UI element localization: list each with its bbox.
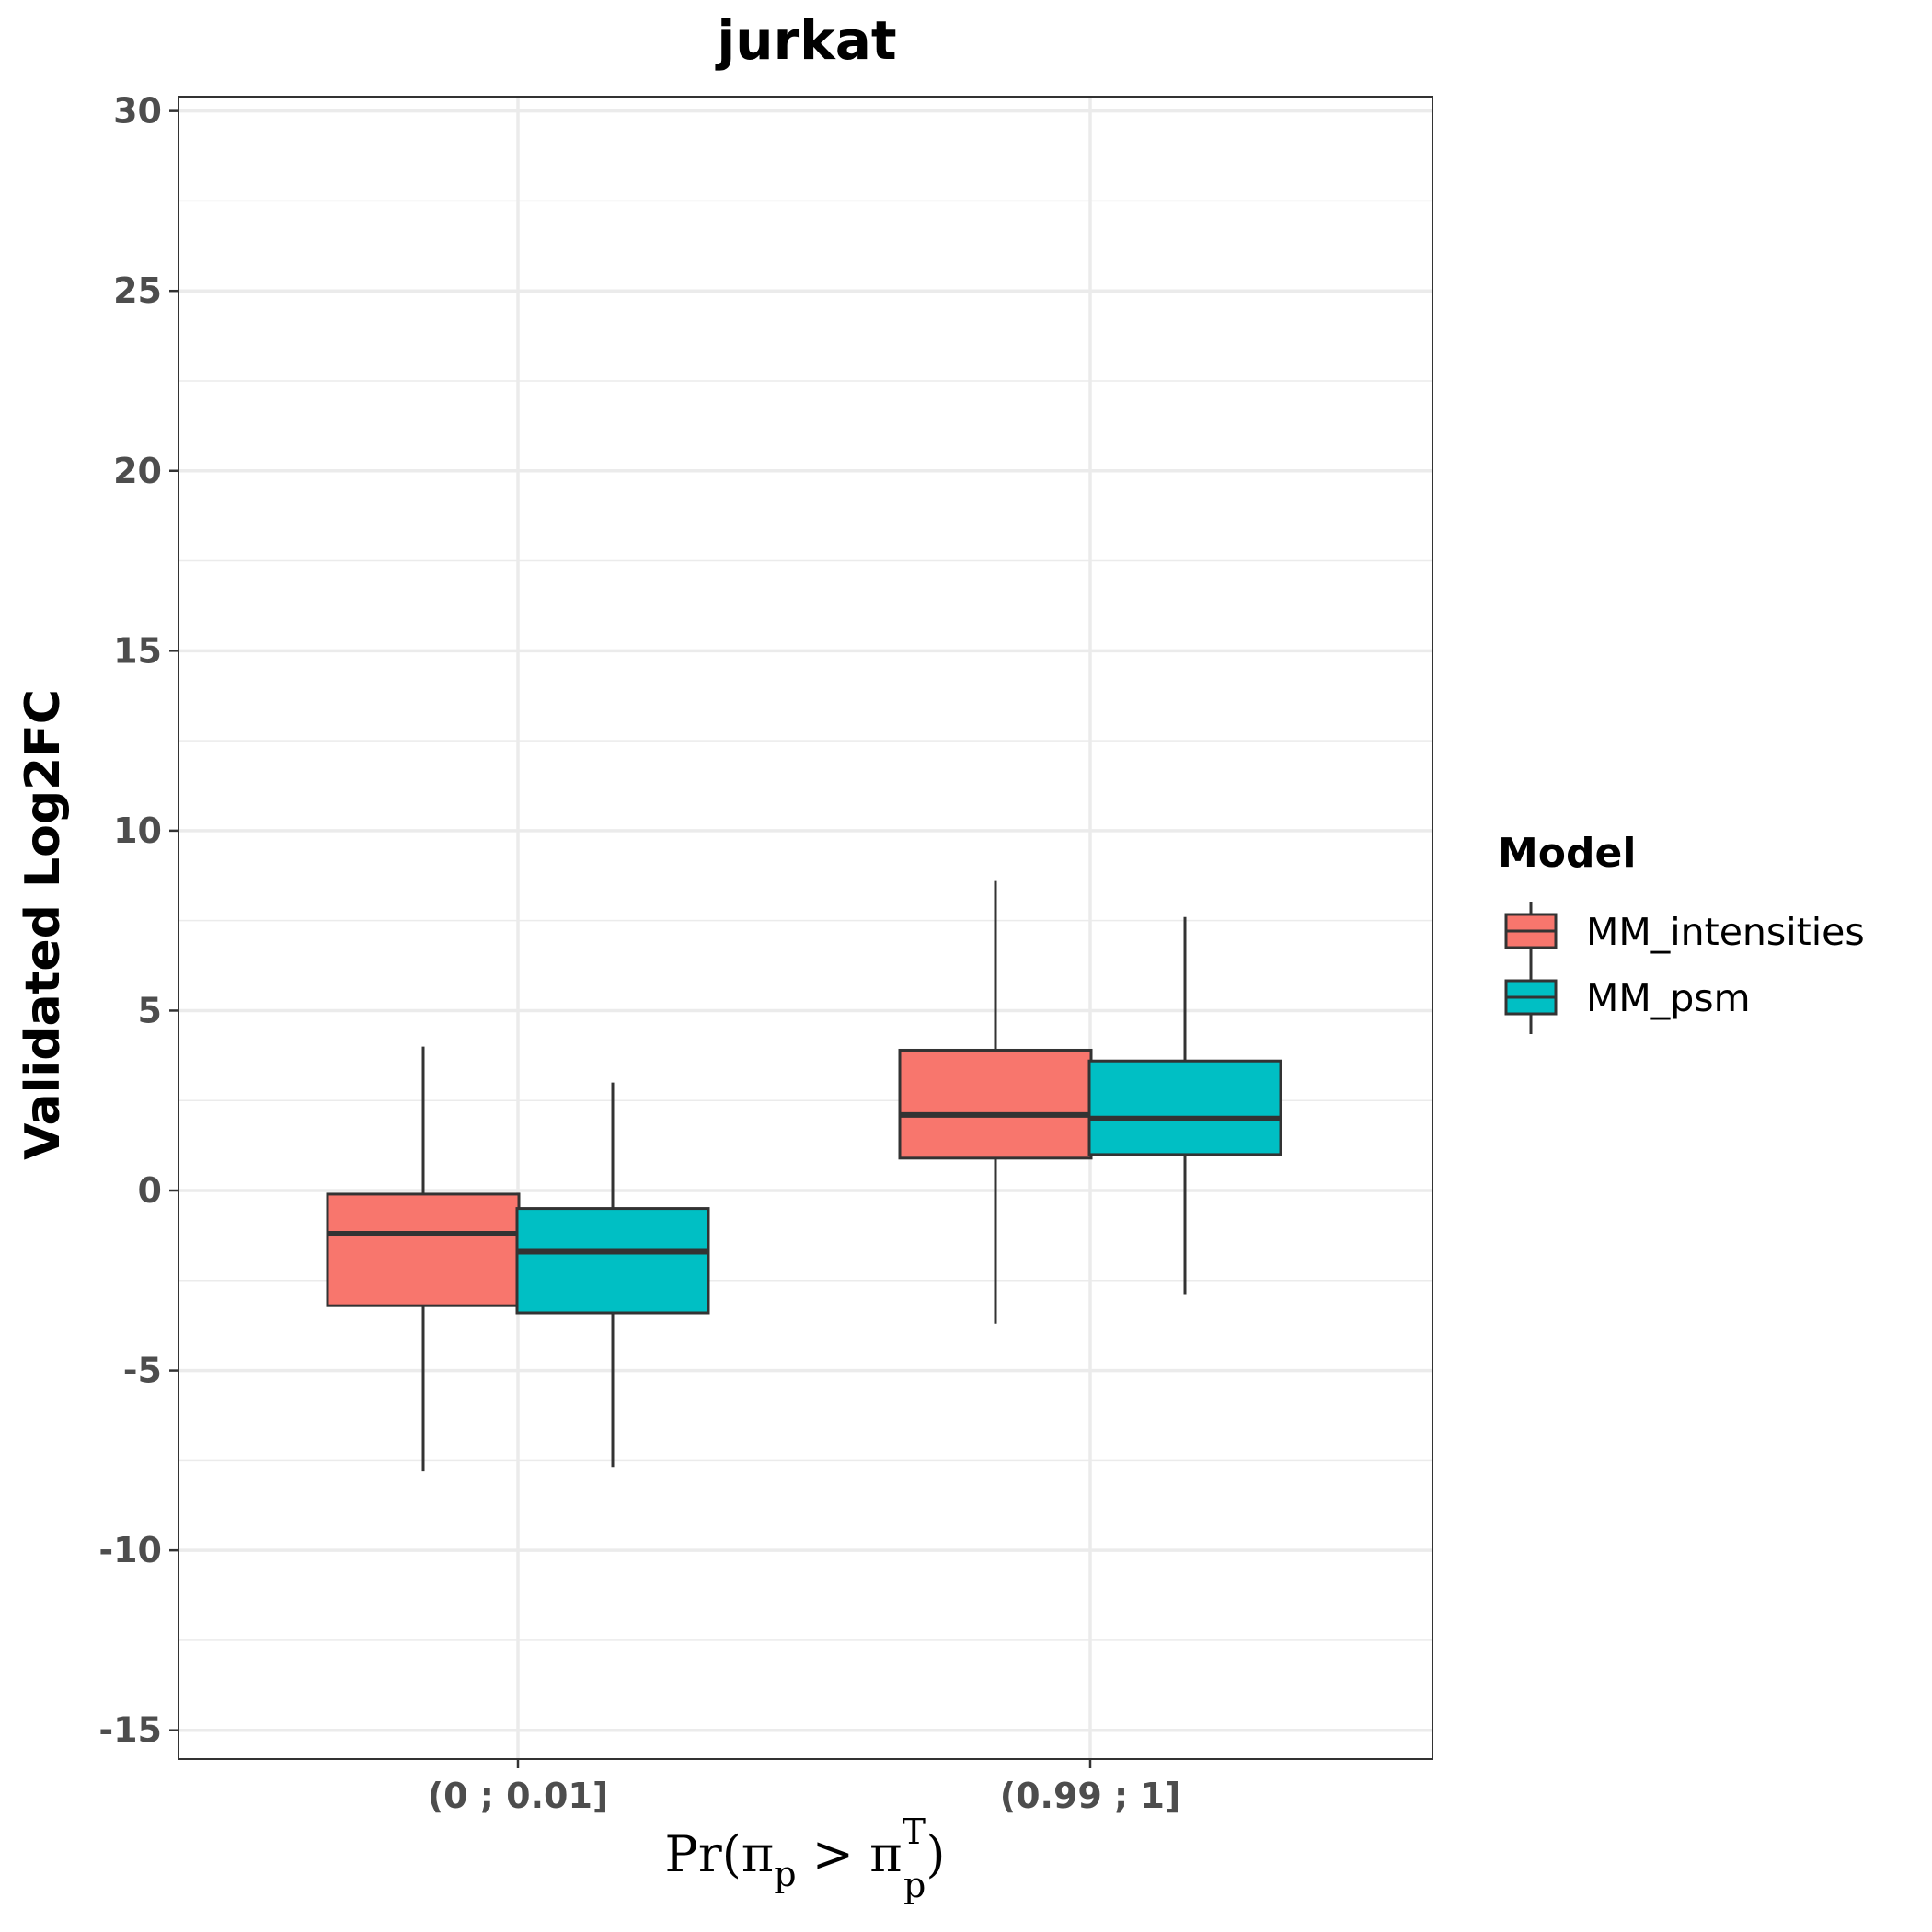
y-axis: 30 25 20 15 10 5 0 -5 -10 -15 — [98, 91, 178, 1751]
box-MM_psm-1 — [1087, 916, 1282, 1295]
box-MM_intensities-0 — [326, 1046, 521, 1472]
x-label-sup2: T — [903, 1811, 926, 1852]
x-axis-label: Pr(πp > πT p) — [665, 1811, 946, 1905]
box-MM_psm-0 — [515, 1082, 710, 1468]
legend: Model MM_intensities MM_psm — [1498, 830, 1865, 1034]
y-tick-label: -10 — [98, 1530, 162, 1570]
x-label-sub2: p — [903, 1865, 926, 1905]
legend-label: MM_psm — [1586, 976, 1751, 1020]
box-body — [1087, 1059, 1282, 1156]
box-group — [326, 880, 1282, 1472]
panel-background — [178, 97, 1432, 1759]
box-body — [515, 1207, 710, 1315]
x-tick-label: (0.99 ; 1] — [1000, 1776, 1181, 1816]
y-axis-label: Validated Log2FC — [16, 689, 71, 1160]
legend-item-MM_psm: MM_psm — [1504, 968, 1751, 1034]
y-tick-label: 15 — [113, 630, 162, 671]
y-tick-label: 20 — [113, 451, 162, 491]
x-label-sub1: p — [774, 1854, 796, 1894]
y-tick-label: -15 — [98, 1710, 162, 1751]
y-tick-label: 10 — [113, 811, 162, 851]
box-body — [326, 1192, 521, 1307]
x-label-suffix: ) — [926, 1825, 945, 1883]
legend-label: MM_intensities — [1586, 910, 1865, 954]
plot-panel — [178, 96, 1433, 1760]
y-tick-label: 25 — [113, 270, 162, 311]
legend-title: Model — [1498, 830, 1636, 877]
major-gridlines — [178, 97, 1432, 1759]
y-tick-label: 0 — [138, 1170, 162, 1211]
x-tick-label: (0 ; 0.01] — [428, 1776, 609, 1816]
box-MM_intensities-1 — [898, 880, 1093, 1324]
panel-border — [178, 96, 1433, 1760]
box-body — [898, 1048, 1093, 1160]
x-label-pi1: π — [742, 1825, 775, 1883]
x-label-pi2: π — [869, 1825, 903, 1883]
x-axis: (0 ; 0.01] (0.99 ; 1] — [428, 1759, 1181, 1816]
x-label-prefix: Pr( — [665, 1825, 742, 1883]
y-tick-label: 30 — [113, 91, 162, 132]
x-label-op: > — [797, 1825, 870, 1883]
y-tick-label: 5 — [138, 990, 162, 1030]
chart-title: jurkat — [715, 9, 896, 72]
y-tick-label: -5 — [123, 1351, 162, 1391]
legend-item-MM_intensities: MM_intensities — [1504, 902, 1865, 968]
